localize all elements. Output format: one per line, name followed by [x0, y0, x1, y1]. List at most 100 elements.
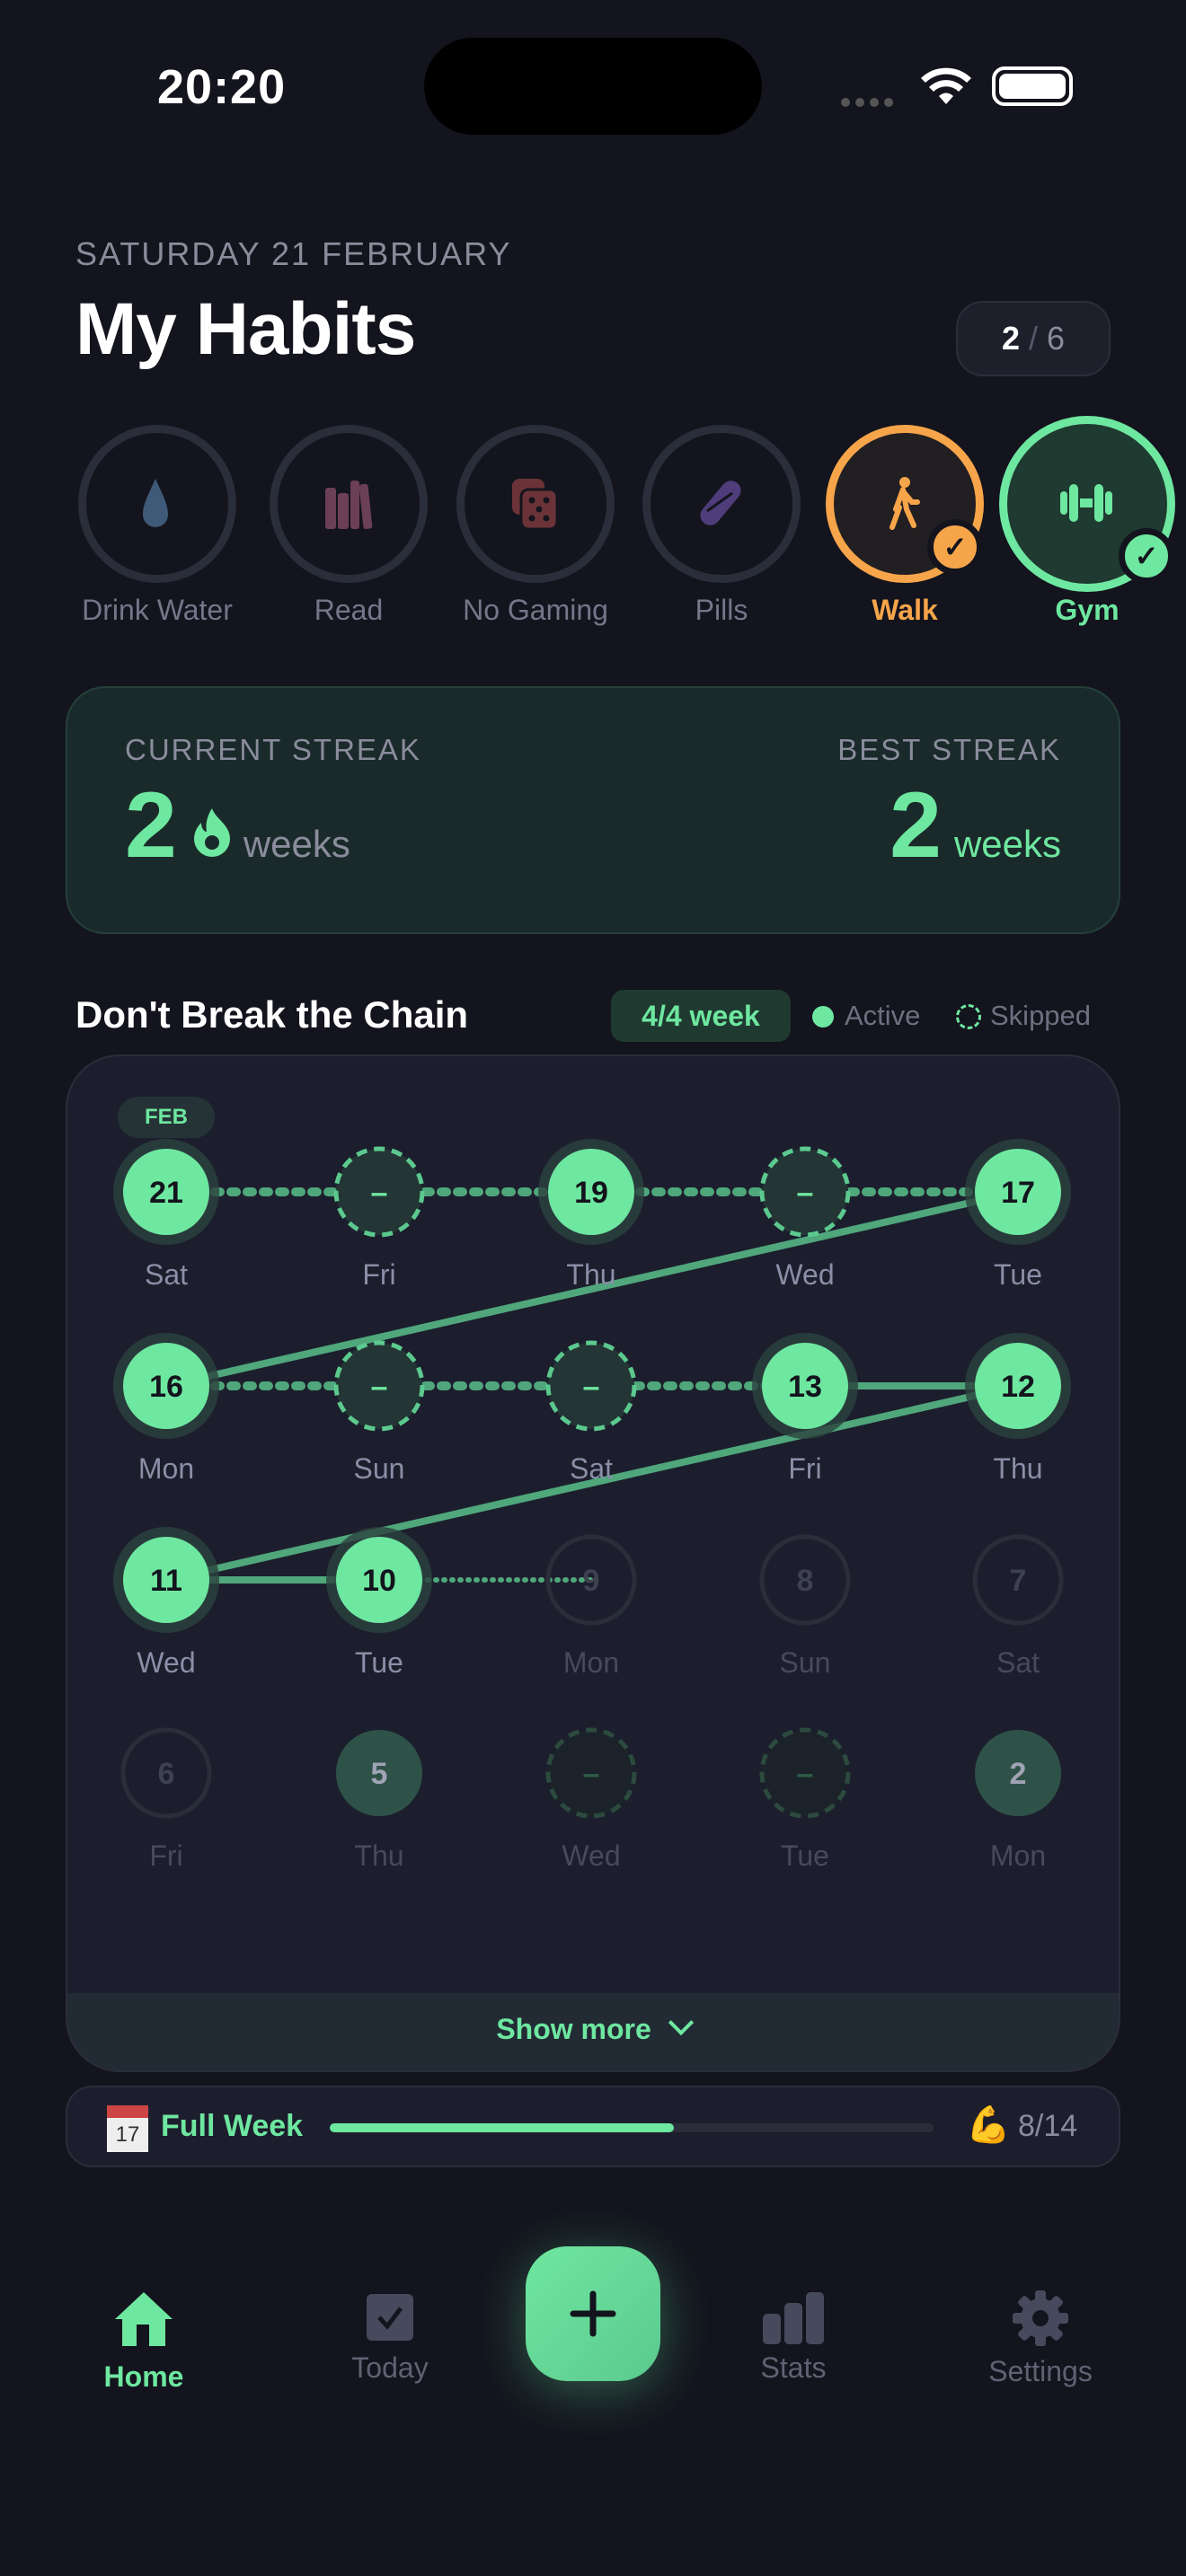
- chain-day-label: Mon: [562, 1646, 620, 1679]
- chain-day[interactable]: 16: [113, 1333, 219, 1439]
- chain-day[interactable]: –: [333, 1146, 425, 1238]
- page-title: My Habits: [75, 288, 416, 370]
- chain-day-label: Fri: [788, 1452, 822, 1485]
- completion-badge: 2/6: [956, 301, 1111, 376]
- add-habit-button[interactable]: [526, 2246, 660, 2381]
- habit-gym[interactable]: ✓ Gym: [997, 416, 1177, 627]
- chain-day-number: 6: [158, 1757, 175, 1791]
- chain-day-number: 10: [362, 1564, 396, 1598]
- chain-day[interactable]: 6: [120, 1727, 212, 1819]
- chain-day[interactable]: 5: [336, 1730, 422, 1816]
- chain-day[interactable]: 7: [972, 1534, 1064, 1626]
- chain-day-number: 21: [149, 1176, 183, 1210]
- current-streak-unit: weeks: [243, 823, 350, 865]
- habit-drink-water[interactable]: Drink Water: [67, 425, 247, 627]
- chain-day-number: 13: [788, 1370, 822, 1404]
- walking-icon: [890, 477, 920, 530]
- chain-day-label: Sun: [353, 1452, 405, 1485]
- chain-day[interactable]: –: [545, 1727, 637, 1819]
- chain-day-label: Tue: [994, 1258, 1042, 1291]
- chain-day[interactable]: 8: [759, 1534, 851, 1626]
- chain-day-number: –: [371, 1176, 388, 1210]
- dice-icon: [512, 479, 559, 531]
- chain-link: [163, 1382, 1022, 1584]
- tab-today[interactable]: Today: [309, 2290, 471, 2385]
- chain-day[interactable]: –: [759, 1727, 851, 1819]
- chain-day[interactable]: 13: [752, 1333, 858, 1439]
- tab-settings[interactable]: Settings: [960, 2279, 1121, 2388]
- chain-day-label: Sat: [144, 1258, 189, 1291]
- tab-stats-label: Stats: [760, 2351, 827, 2384]
- dynamic-island: [424, 38, 762, 135]
- chain-day[interactable]: –: [545, 1340, 637, 1432]
- tab-home[interactable]: Home: [63, 2289, 225, 2394]
- chain-day[interactable]: 2: [975, 1730, 1061, 1816]
- chain-day-number: 2: [1010, 1757, 1027, 1791]
- best-streak-label: BEST STREAK: [837, 733, 1061, 766]
- chain-day-label: Tue: [355, 1646, 403, 1679]
- active-legend-dot: [812, 1006, 834, 1028]
- habit-pills[interactable]: Pills: [632, 425, 811, 627]
- current-streak-label: CURRENT STREAK: [125, 733, 421, 766]
- books-icon: [325, 481, 373, 529]
- separator: /: [1028, 320, 1038, 357]
- chain-day-number: 5: [371, 1757, 388, 1791]
- chain-day[interactable]: 9: [545, 1534, 637, 1626]
- chain-day-label: Wed: [775, 1258, 835, 1291]
- battery-icon: [992, 66, 1073, 106]
- chain-day-number: 12: [1001, 1370, 1035, 1404]
- habit-label: No Gaming: [463, 594, 608, 626]
- habit-label: Walk: [872, 594, 938, 626]
- habit-no-gaming[interactable]: No Gaming: [446, 425, 625, 627]
- tab-today-label: Today: [351, 2351, 429, 2384]
- done-count: 2: [1001, 320, 1020, 357]
- plus-icon: [570, 2290, 616, 2337]
- habit-read[interactable]: Read: [259, 425, 438, 627]
- tab-stats[interactable]: Stats: [712, 2290, 874, 2385]
- chain-day[interactable]: –: [759, 1146, 851, 1238]
- status-time: 20:20: [157, 60, 287, 114]
- habit-ring: [642, 425, 801, 583]
- tab-settings-label: Settings: [988, 2355, 1093, 2387]
- checkmark-icon: ✓: [927, 519, 983, 575]
- checkbox-icon: [367, 2294, 413, 2341]
- tab-home-label: Home: [103, 2360, 184, 2393]
- chain-day[interactable]: 12: [965, 1333, 1071, 1439]
- chain-day[interactable]: 21: [113, 1139, 219, 1245]
- best-streak-unit: weeks: [953, 823, 1061, 865]
- week-badge: 4/4 week: [611, 990, 791, 1042]
- show-more-label: Show more: [496, 2013, 651, 2045]
- habit-ring: [456, 425, 615, 583]
- chain-day[interactable]: 10: [326, 1527, 432, 1633]
- habit-label: Read: [314, 594, 384, 626]
- show-more-button[interactable]: Show more: [67, 1993, 1119, 2070]
- chain-day[interactable]: 19: [538, 1139, 644, 1245]
- habit-label: Pills: [695, 594, 748, 626]
- chain-day[interactable]: 11: [113, 1527, 219, 1633]
- full-week-progress: [330, 2123, 934, 2132]
- chain-day-number: 16: [149, 1370, 183, 1404]
- chain-day-number: –: [583, 1757, 600, 1791]
- chain-day[interactable]: 17: [965, 1139, 1071, 1245]
- chain-day-number: –: [371, 1370, 388, 1404]
- chain-day[interactable]: –: [333, 1340, 425, 1432]
- chain-day-number: 19: [574, 1176, 608, 1210]
- signal-icon: [841, 95, 900, 107]
- pill-icon: [700, 481, 741, 525]
- chain-day-label: Wed: [137, 1646, 196, 1679]
- chain-day-label: Sun: [779, 1646, 831, 1679]
- flexed-biceps-icon: 💪: [966, 2105, 1011, 2145]
- habit-ring: ✓: [999, 416, 1175, 592]
- chain-day-label: Thu: [566, 1258, 616, 1291]
- chain-day-number: 9: [583, 1564, 600, 1598]
- chain-day-label: Tue: [781, 1839, 829, 1872]
- chain-day-label: Fri: [362, 1258, 396, 1291]
- chain-day-number: –: [797, 1176, 814, 1210]
- chain-day-label: Sat: [569, 1452, 614, 1485]
- legend-skipped: Skipped: [990, 1000, 1092, 1031]
- wifi-icon: [921, 67, 971, 104]
- chain-day-number: 11: [150, 1564, 182, 1598]
- flame-icon: [193, 808, 230, 857]
- habit-walk[interactable]: ✓ Walk: [815, 425, 995, 627]
- chain-day-number: 17: [1001, 1176, 1035, 1210]
